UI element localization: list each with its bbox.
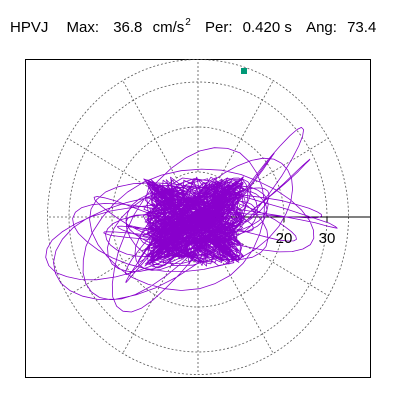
period-label: Per: — [204, 19, 233, 36]
peak-marker — [241, 68, 247, 74]
grid-spoke — [122, 80, 177, 179]
peak-marker-group — [241, 68, 247, 74]
grid-spoke — [219, 80, 274, 179]
grid-spoke — [122, 255, 177, 354]
trace-path-core — [142, 176, 246, 267]
radial-tick-label: 20 — [276, 230, 293, 247]
motion-trace — [45, 127, 338, 313]
angle-value: 73.4 — [347, 19, 377, 36]
angle-label: Ang: — [306, 19, 337, 36]
grid-spoke — [219, 255, 274, 354]
max-label: Max: — [66, 19, 100, 36]
chart-header: HPVJ Max: 36.8 cm/s2 Per: 0.420 s Ang: 7… — [10, 17, 377, 40]
max-unit: cm/s — [152, 19, 185, 36]
max-value: 36.8 — [113, 19, 143, 36]
max-unit-exponent: 2 — [185, 17, 191, 28]
radial-tick-label: 30 — [319, 230, 336, 247]
station-code: HPVJ — [10, 19, 49, 36]
radial-tick-labels: 20 30 — [276, 230, 336, 247]
period-value: 0.420 s — [242, 19, 292, 36]
